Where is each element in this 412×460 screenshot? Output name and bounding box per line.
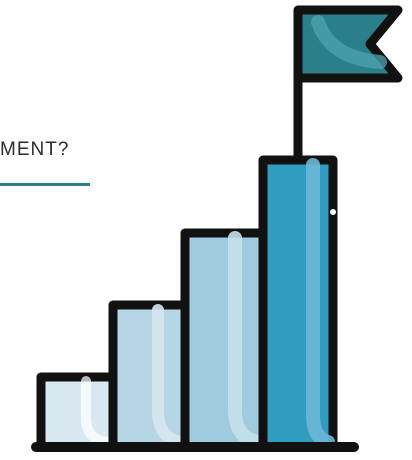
- bar-step-4: [258, 155, 338, 452]
- flag-icon: [293, 5, 403, 83]
- heading-fragment: MENT?: [0, 139, 70, 160]
- heading-underline: [0, 183, 90, 186]
- bar-step-2: [108, 300, 190, 452]
- bar-step-1: [36, 372, 118, 452]
- bar-step-3: [180, 228, 268, 452]
